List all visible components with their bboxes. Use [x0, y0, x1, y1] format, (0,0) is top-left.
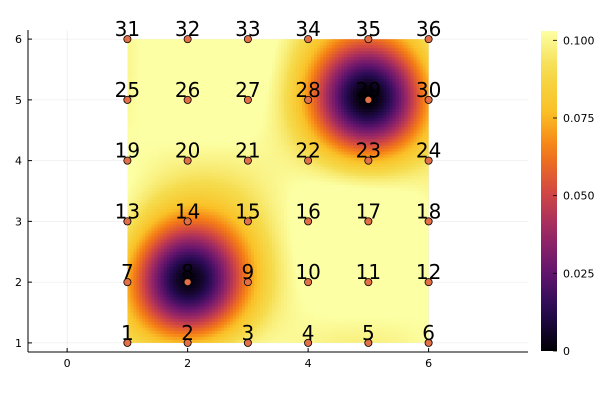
heatmap-surface	[127, 39, 429, 343]
